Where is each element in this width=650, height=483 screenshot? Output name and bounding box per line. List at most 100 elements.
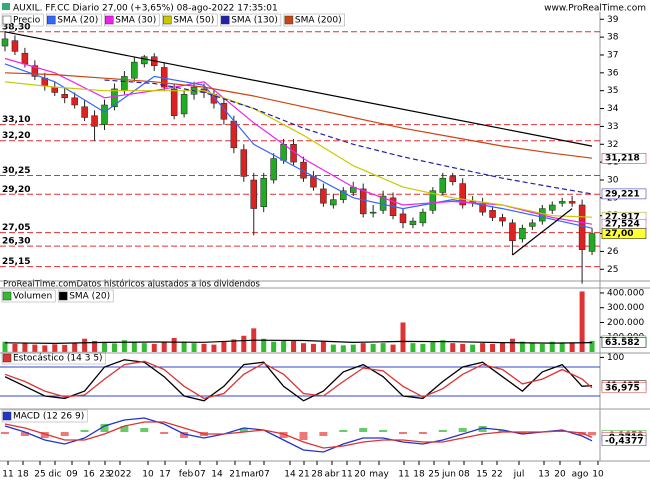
candle — [330, 199, 337, 206]
x-tick-label: 14 — [284, 470, 296, 480]
x-tick-label: 17 — [159, 470, 170, 480]
volume-bar — [12, 343, 18, 352]
x-tick-label: 20 — [354, 470, 366, 480]
y-tick-label: 36 — [607, 68, 619, 78]
legend-box — [1, 351, 106, 365]
x-tick-label: may — [369, 470, 389, 480]
candle — [359, 188, 367, 215]
volume-bar — [72, 343, 78, 352]
y-tick-label: 300.000 — [607, 303, 644, 313]
candle — [111, 88, 118, 108]
x-tick-label: abr — [325, 470, 340, 480]
candle — [91, 115, 98, 127]
x-tick-label: 21 — [229, 470, 240, 480]
x-tick-label: 18 — [17, 470, 29, 480]
volume-bar — [161, 342, 167, 352]
x-tick-label: 11 — [341, 470, 352, 480]
legend-box — [1, 409, 88, 423]
x-tick-label: 25 — [34, 470, 45, 480]
histogram-bar — [339, 430, 348, 432]
y-tick-label: 400.000 — [607, 288, 644, 298]
legend-label: SMA (20) — [57, 16, 98, 26]
volume-bar — [241, 335, 247, 352]
histogram-bar — [80, 430, 89, 432]
candle — [549, 204, 556, 211]
volume-bar — [22, 343, 28, 352]
level-label: 32,20 — [2, 131, 30, 141]
legend-label: MACD (12 26 9) — [13, 412, 84, 422]
legend-swatch — [47, 15, 56, 25]
value-box — [601, 228, 647, 239]
x-tick-label: 10 — [142, 470, 154, 480]
volume-bar — [181, 341, 187, 352]
level-label: 33,10 — [2, 115, 30, 125]
y-tick-label: 37 — [607, 50, 618, 60]
volume-bar — [519, 341, 525, 352]
histogram-bar — [60, 432, 69, 436]
candle — [21, 52, 29, 65]
candle — [429, 190, 437, 211]
legend-label: SMA (130) — [231, 16, 278, 26]
x-tick-label: 16 — [83, 470, 95, 480]
x-tick-label: 20 — [554, 470, 566, 480]
legend-label: Precio — [13, 16, 41, 26]
volume-bar — [82, 338, 88, 352]
volume-bar — [131, 341, 137, 352]
volume-bar — [360, 343, 366, 352]
volume-bar — [111, 343, 117, 352]
histogram-bar — [180, 432, 189, 438]
candle — [459, 183, 466, 206]
candle — [489, 210, 496, 218]
x-tick-label: 21 — [298, 470, 309, 480]
line — [104, 79, 593, 195]
x-tick-label: 23 — [99, 470, 110, 480]
volume-bar — [370, 343, 376, 352]
volume-bar — [440, 340, 446, 352]
volume-bar — [32, 344, 38, 352]
volume-bar — [539, 343, 545, 352]
volume-bar — [201, 343, 207, 352]
candle — [419, 211, 427, 224]
volume-bar — [62, 344, 68, 352]
volume-bar — [141, 343, 147, 352]
x-tick-label: jun — [441, 470, 456, 480]
x-tick-label: 08 — [458, 470, 470, 480]
candle — [519, 227, 526, 240]
site: www.ProRealTime.com — [544, 4, 646, 14]
y-tick-label: 33 — [607, 122, 618, 132]
histogram-bar — [160, 432, 169, 434]
line — [4, 81, 593, 218]
y-tick-label: 200.000 — [607, 318, 644, 328]
volume-bar — [470, 344, 476, 352]
line — [4, 63, 593, 229]
x-tick-label: ago — [572, 470, 589, 480]
footer: ProRealTime.comDatos históricos ajustado… — [3, 279, 260, 290]
volume-bar — [281, 340, 287, 352]
volume-bar — [92, 340, 98, 352]
legend-swatch — [284, 15, 294, 25]
candle — [568, 201, 576, 204]
candle — [1, 38, 9, 47]
volume-bar — [261, 338, 267, 352]
y-tick-label: 100 — [607, 353, 624, 363]
line — [512, 208, 573, 256]
volume-bar — [500, 342, 505, 352]
legend-box — [1, 289, 56, 303]
icon — [2, 3, 10, 10]
volume-bar — [330, 344, 336, 352]
volume-bar — [151, 343, 157, 352]
legend-label: Volumen — [13, 292, 52, 302]
candle — [71, 97, 78, 106]
histogram-bar — [40, 432, 49, 438]
y-tick-label: 32 — [607, 140, 618, 150]
line — [4, 72, 593, 159]
legend-box — [57, 289, 114, 303]
line — [4, 417, 593, 453]
volume-bar — [42, 345, 48, 352]
candle — [180, 94, 188, 115]
level-label: 26,30 — [2, 237, 30, 247]
legend-swatch — [2, 291, 12, 301]
level-label: 38,30 — [2, 22, 30, 32]
volume-bar — [121, 340, 127, 352]
candle — [399, 213, 407, 224]
